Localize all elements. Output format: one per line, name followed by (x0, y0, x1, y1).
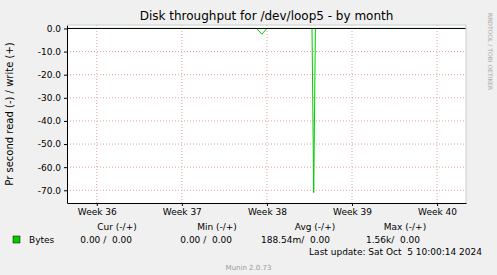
legend-header: Min (-/+) (197, 222, 237, 232)
series-line (67, 28, 466, 192)
y-grid-line (67, 144, 466, 145)
legend-swatch (13, 236, 20, 243)
chart: 0.0 -10.0 -20.0 -30.0 -40.0 -50.0 -60.0 -70.0 We… (0, 0, 497, 275)
legend-stat: 0.00 / 0.00 (80, 235, 132, 245)
y-axis: 0.0 -10.0 -20.0 -30.0 -40.0 -50.0 -60.0 -70.0 (38, 24, 68, 204)
y-grid-line (67, 167, 466, 168)
plot-area (67, 25, 466, 203)
plot-frame (466, 25, 467, 203)
y-tick-label: -10.0 (38, 47, 62, 57)
x-tick-label: Week 40 (418, 207, 457, 217)
x-tick-mark (182, 203, 183, 206)
y-tick-mark (64, 190, 67, 191)
x-tick: Week 37 (163, 203, 202, 217)
y-axis-line (67, 26, 68, 204)
y-tick: -10.0 (38, 47, 67, 57)
legend-stat: 1.56k/ 0.00 (366, 235, 420, 245)
legend-label: Bytes (29, 235, 55, 245)
x-tick-mark (437, 203, 438, 206)
x-tick-mark (267, 203, 268, 206)
y-tick-label: -40.0 (38, 116, 62, 126)
legend-header: Max (-/+) (384, 222, 426, 232)
y-tick-mark (64, 144, 67, 145)
x-tick: Week 40 (418, 203, 457, 217)
y-tick-label: -20.0 (38, 70, 62, 80)
x-tick-label: Week 37 (163, 207, 202, 217)
x-tick-mark (352, 203, 353, 206)
x-grid-line (266, 25, 267, 203)
y-tick-label: 0.0 (47, 24, 62, 34)
zero-line (67, 28, 466, 29)
y-tick-mark (64, 121, 67, 122)
y-tick-label: -60.0 (38, 163, 62, 173)
legend-stat: 0.00 / 0.00 (180, 235, 232, 245)
y-tick-label: -70.0 (38, 186, 62, 196)
legend-stat: 188.54m/ 0.00 (261, 235, 330, 245)
x-tick: Week 39 (333, 203, 372, 217)
title: Disk throughput for /dev/loop5 - by mont… (140, 9, 394, 23)
plot-frame (67, 25, 466, 26)
data-layer (67, 28, 466, 192)
grid (67, 25, 466, 203)
background (0, 0, 497, 275)
y-tick: -70.0 (38, 186, 67, 196)
credit: Munin 2.0.73 (226, 264, 272, 272)
y-tick-label: -30.0 (38, 93, 62, 103)
y-tick: -40.0 (38, 116, 67, 126)
y-tick-label: -50.0 (38, 139, 62, 149)
y-grid-line (67, 74, 466, 75)
y-grid-line (67, 120, 466, 121)
x-tick: Week 36 (78, 203, 117, 217)
y-tick: -20.0 (38, 70, 67, 80)
x-tick-label: Week 39 (333, 207, 372, 217)
y-axis-title: Pr second read (-) / write (+) (4, 42, 15, 185)
y-tick: -60.0 (38, 163, 67, 173)
legend-header: Cur (-/+) (97, 222, 136, 232)
legend: Cur (-/+) Min (-/+) Avg (-/+) Max (-/+) Byte… (13, 222, 426, 245)
y-grid-line (67, 190, 466, 191)
y-grid-line (67, 51, 466, 52)
y-tick-mark (64, 75, 67, 76)
footer: Last update: Sat Oct 5 10:00:14 2024 (309, 247, 482, 257)
watermark: RRDTOOL / TOBI OETIKER (487, 13, 494, 90)
y-grid-line (67, 97, 466, 98)
y-tick-mark (64, 28, 67, 29)
x-tick-mark (97, 203, 98, 206)
x-tick-label: Week 36 (78, 207, 117, 217)
y-tick-mark (64, 52, 67, 53)
x-tick: Week 38 (248, 203, 287, 217)
legend-header: Avg (-/+) (295, 222, 335, 232)
y-tick: -50.0 (38, 139, 67, 149)
y-tick: -30.0 (38, 93, 67, 103)
y-tick-mark (64, 167, 67, 168)
y-tick: 0.0 (47, 24, 67, 34)
y-tick-mark (64, 98, 67, 99)
x-tick-label: Week 38 (248, 207, 287, 217)
x-axis: Week 36 Week 37 Week 38 Week 39 Week 40 (68, 203, 467, 217)
